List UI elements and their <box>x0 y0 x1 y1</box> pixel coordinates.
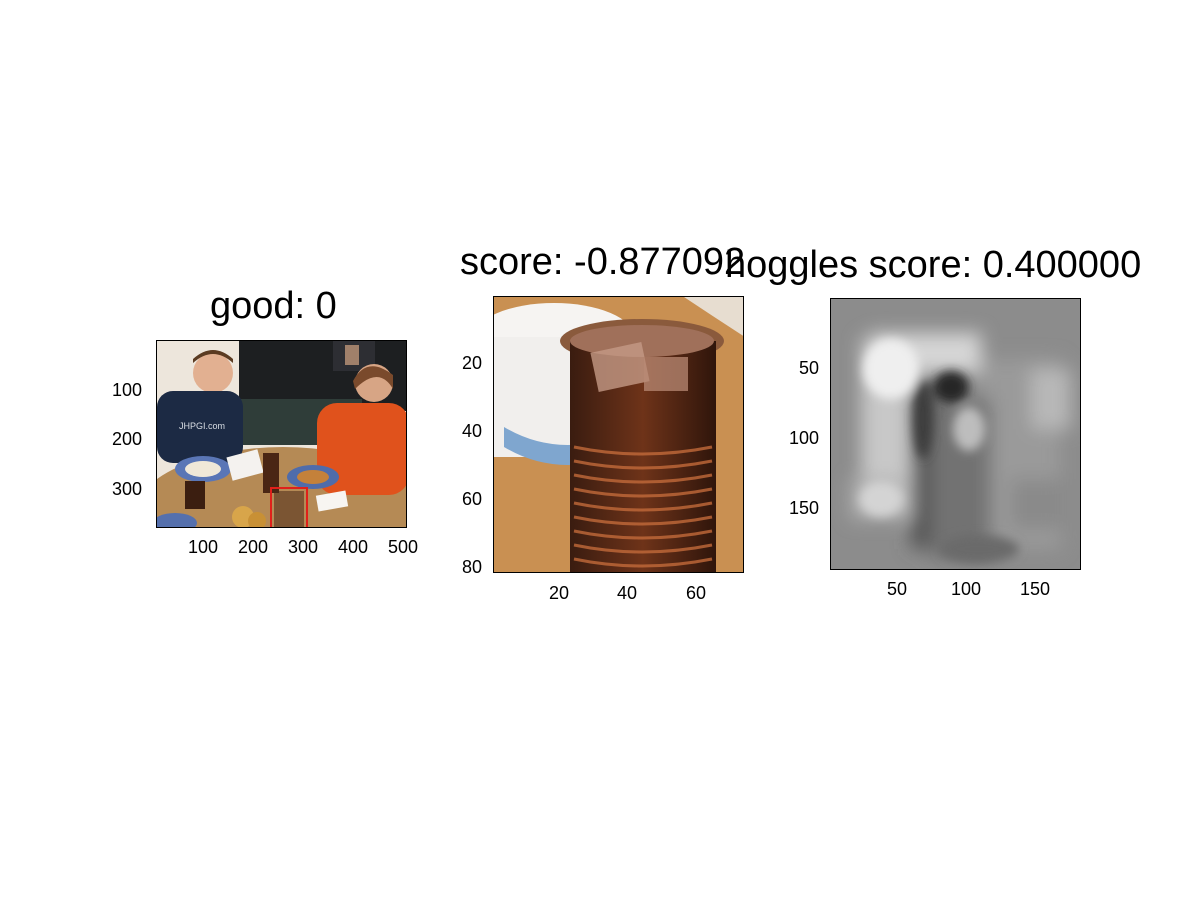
panel-1-ytick-label: 100 <box>112 381 142 399</box>
panel-3-xtick-label: 150 <box>1020 580 1050 598</box>
panel-1-xtick-label: 200 <box>238 538 268 556</box>
panel-1-xtick-label: 500 <box>388 538 418 556</box>
panel-3-title: hoggles score: 0.400000 <box>725 246 1141 284</box>
panel-3-ytick-label: 50 <box>799 359 819 377</box>
panel-2-image-axes <box>493 296 744 573</box>
panel-2-xtick-label: 40 <box>617 584 637 602</box>
panel-2-ytick-label: 20 <box>462 354 482 372</box>
panel-1-ytick-label: 300 <box>112 480 142 498</box>
panel-2-ytick-label: 80 <box>462 558 482 576</box>
panel-2-title: score: -0.877092 <box>460 243 745 281</box>
panel-1-title: good: 0 <box>210 287 337 325</box>
panel-2-xtick-label: 60 <box>686 584 706 602</box>
panel-2-ytick-label: 40 <box>462 422 482 440</box>
panel-3-xtick-label: 100 <box>951 580 981 598</box>
panel-1-xtick-label: 300 <box>288 538 318 556</box>
panel-3-image-axes <box>830 298 1081 570</box>
panel-3-ytick-label: 150 <box>789 499 819 517</box>
panel-2-xtick-label: 20 <box>549 584 569 602</box>
panel-3-ytick-label: 100 <box>789 429 819 447</box>
panel-1-ytick-label: 200 <box>112 430 142 448</box>
panel-3-xtick-label: 50 <box>887 580 907 598</box>
panel-1-dinner-photo: JHPGI.com <box>157 341 407 528</box>
panel-1-xtick-label: 100 <box>188 538 218 556</box>
panel-3-hog-visualization <box>831 299 1081 570</box>
panel-2-ytick-label: 60 <box>462 490 482 508</box>
panel-1-xtick-label: 400 <box>338 538 368 556</box>
panel-1-image-axes: JHPGI.com <box>156 340 407 528</box>
panel-2-glass-photo <box>494 297 744 573</box>
svg-text:JHPGI.com: JHPGI.com <box>179 421 225 431</box>
